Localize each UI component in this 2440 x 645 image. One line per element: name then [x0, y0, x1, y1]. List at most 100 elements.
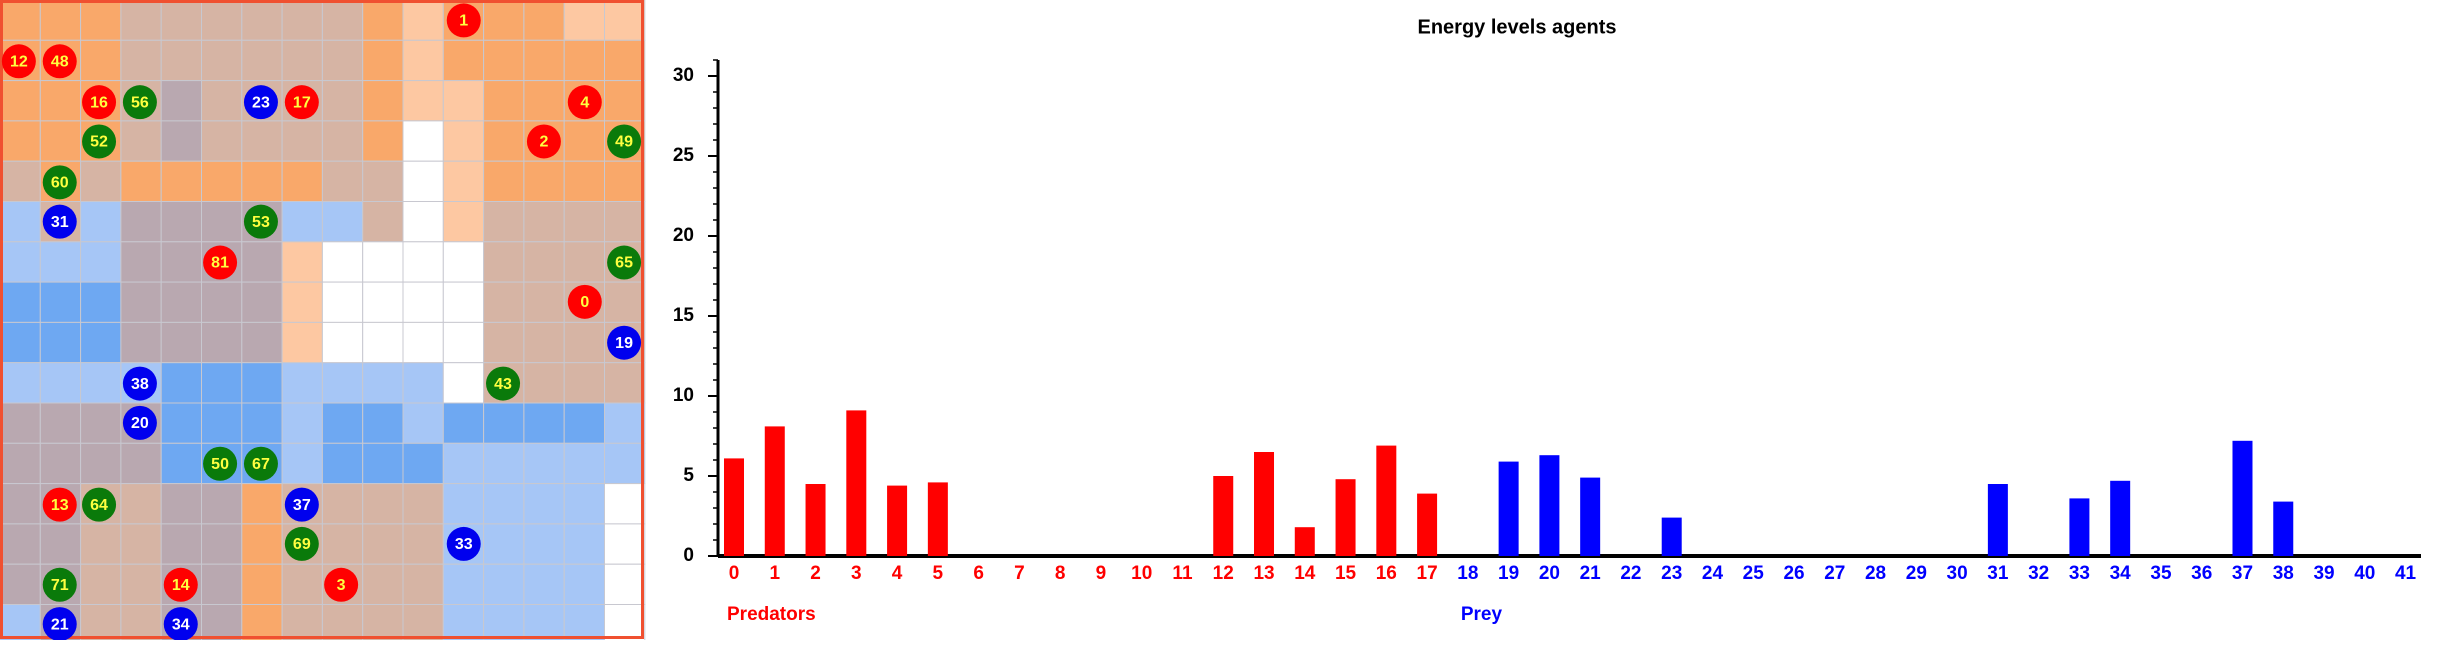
x-tick-label: 2 [810, 563, 821, 584]
grid-cell [201, 402, 243, 444]
bar [1294, 527, 1315, 556]
agent-label: 16 [90, 94, 108, 111]
grid-cell [160, 523, 202, 565]
grid-cell [0, 321, 41, 364]
grid-cell [563, 604, 606, 645]
grid-cell [241, 39, 283, 82]
agent [42, 487, 77, 522]
agent-label: 23 [252, 94, 270, 111]
grid-cell [523, 483, 565, 525]
bar [1498, 461, 1519, 556]
grid-cell [241, 321, 283, 364]
bar [1335, 479, 1356, 556]
world-grid: 1 12 48 16 56 23 17 4 52 2 49 60 31 53 81 65 0 19 38 43 20 50… [0, 0, 646, 645]
bar [805, 484, 826, 556]
grid-cell [160, 483, 202, 525]
grid-cell [39, 120, 82, 162]
agent-label: 64 [90, 497, 108, 514]
agent [82, 124, 117, 159]
grid-cell [201, 321, 243, 364]
grid-cell [362, 160, 404, 202]
grid-cell [402, 523, 444, 565]
grid-cell [442, 442, 485, 485]
grid-cell [281, 160, 323, 202]
grid-cell [321, 321, 364, 364]
grid-cell [241, 563, 283, 606]
bar [2110, 480, 2131, 556]
grid-cell [402, 442, 444, 485]
grid-cell [604, 160, 646, 202]
x-tick-label: 13 [1253, 563, 1274, 584]
grid-cell [563, 39, 606, 82]
y-tick-label: 10 [673, 385, 694, 406]
grid-cell [442, 483, 485, 525]
grid-cell [523, 604, 565, 645]
grid-cell [321, 241, 364, 283]
grid-cell [281, 201, 323, 243]
grid-cell [604, 281, 646, 323]
grid-cell [563, 523, 606, 565]
grid-cell [362, 523, 404, 565]
x-tick-label: 22 [1620, 563, 1641, 584]
agent-label: 43 [494, 376, 512, 393]
grid-cell [523, 402, 565, 444]
grid-cell [402, 604, 444, 645]
grid-cell [241, 0, 283, 41]
grid-cell [523, 281, 565, 323]
grid-cell [39, 0, 82, 41]
grid-cell [0, 483, 41, 525]
grid-cell [281, 0, 323, 41]
agent [163, 567, 198, 602]
grid-cell [362, 442, 404, 485]
grid-cell [160, 281, 202, 323]
x-tick-label: 8 [1055, 563, 1066, 584]
x-tick-label: 40 [2354, 563, 2375, 584]
x-tick-label: 21 [1580, 563, 1602, 584]
grid-cell [321, 523, 364, 565]
grid-cell [0, 120, 41, 162]
x-tick-label: 20 [1539, 563, 1560, 584]
x-tick-label: 17 [1417, 563, 1438, 584]
x-tick-label: 9 [1096, 563, 1107, 584]
bar [2069, 498, 2090, 556]
grid-cell [563, 0, 606, 41]
x-tick-label: 6 [973, 563, 984, 584]
grid-cell [201, 0, 243, 41]
grid-cell [281, 362, 323, 404]
grid-cell [321, 483, 364, 525]
grid-cell [201, 39, 243, 82]
grid-cell [120, 281, 162, 323]
x-tick-label: 12 [1213, 563, 1234, 584]
grid-cell [160, 39, 202, 82]
grid-cell [523, 321, 565, 364]
agent-label: 17 [293, 94, 311, 111]
grid-cell [563, 120, 606, 162]
agent [163, 607, 198, 642]
grid-cell [604, 523, 646, 565]
grid-cell [604, 402, 646, 444]
grid-cell [241, 604, 283, 645]
grid-cell [39, 442, 82, 485]
x-tick-label: 24 [1702, 563, 1724, 584]
grid-cell [281, 281, 323, 323]
agent-label: 52 [90, 134, 108, 151]
bar [846, 410, 867, 556]
x-tick-label: 23 [1661, 563, 1682, 584]
x-tick-label: 34 [2110, 563, 2132, 584]
grid-cell [442, 402, 485, 444]
grid-cell [604, 604, 646, 645]
grid-cell [362, 120, 404, 162]
grid-cell [523, 241, 565, 283]
grid-cell [281, 39, 323, 82]
grid-cell [120, 604, 162, 645]
agent [122, 85, 157, 120]
grid-cell [442, 563, 485, 606]
grid-cell [39, 241, 82, 283]
grid-cell [483, 120, 525, 162]
grid-cell [201, 563, 243, 606]
grid-cell [321, 402, 364, 444]
grid-cell [201, 80, 243, 122]
bar [887, 485, 908, 556]
grid-cell [523, 201, 565, 243]
grid-cell [483, 80, 525, 122]
